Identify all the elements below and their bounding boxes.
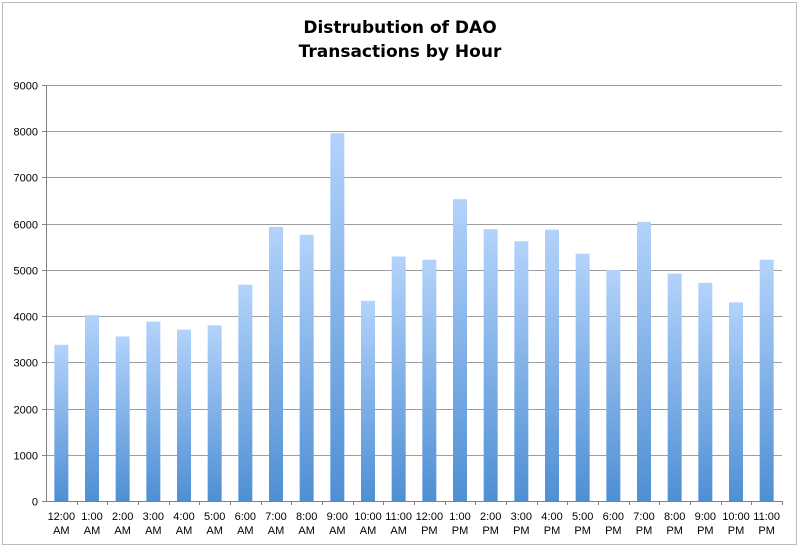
x-tick-label-ampm: PM [482,525,499,537]
x-tick-label-ampm: PM [666,525,683,537]
y-tick-label: 2000 [14,405,38,417]
x-tick-label-time: 7:00 [265,511,286,523]
bar [483,229,498,502]
x-tick-label-ampm: PM [513,525,530,537]
bar [729,302,743,501]
bar [514,241,529,501]
bar [545,229,559,502]
x-tick-label-ampm: PM [574,525,591,537]
x-tick-label-ampm: AM [237,525,254,537]
x-tick-label-ampm: AM [206,525,223,537]
bar [54,344,69,501]
x-tick-label-time: 11:00 [753,511,780,523]
x-tick-label-time: 2:00 [480,511,501,523]
y-tick-label: 4000 [14,312,38,324]
chart-title-line-2: Transactions by Hour [298,42,502,62]
x-tick-label-time: 3:00 [511,511,532,523]
x-tick-label-ampm: PM [636,525,653,537]
y-tick-label: 0 [32,497,38,509]
x-tick-label-time: 1:00 [81,511,102,523]
y-tick-label: 5000 [14,266,38,278]
x-tick-label-time: 12:00 [416,511,444,523]
x-tick-label-ampm: AM [268,525,285,537]
bar [391,256,406,501]
y-tick-label: 3000 [14,358,38,370]
x-tick-label-ampm: PM [421,525,438,537]
bar [361,300,375,501]
x-tick-label-ampm: AM [53,525,70,537]
x-tick-label-time: 5:00 [572,511,593,523]
x-tick-label-ampm: AM [176,525,193,537]
y-tick-label: 1000 [14,451,38,463]
x-tick-label-ampm: PM [605,525,622,537]
bar [269,226,283,501]
bar [177,329,191,501]
y-axis-ticks: 0 1000 2000 3000 4000 5000 6000 7000 8000 9000 [14,81,46,509]
gridlines [46,85,782,456]
bar [85,315,99,501]
bars [54,133,774,502]
x-tick-label-ampm: PM [544,525,561,537]
x-tick-label-time: 7:00 [633,511,654,523]
bar [637,221,651,501]
x-tick-label-ampm: PM [758,525,775,537]
x-tick-label-ampm: AM [298,525,315,537]
bar [115,336,130,501]
x-axis-ticks: 12:00 AM 1:00 AM 2:00 AM 3:00 AM 4:00 AM 5:00 AM 6:0… [48,501,783,537]
bar [698,282,713,501]
x-tick-label-time: 12:00 [48,511,76,523]
x-tick-label-time: 4:00 [173,511,194,523]
bar [759,259,774,501]
x-tick-label-ampm: PM [452,525,469,537]
x-tick-label-ampm: AM [84,525,101,537]
x-tick-label-time: 4:00 [541,511,562,523]
axes [46,85,782,502]
bar [207,325,222,501]
x-tick-label-ampm: PM [697,525,714,537]
bar [146,321,161,501]
x-tick-label-time: 8:00 [664,511,685,523]
bar [299,234,314,501]
x-tick-label-time: 10:00 [354,511,382,523]
y-tick-label: 6000 [14,220,38,232]
bar [422,259,437,501]
chart-title: Distrubution of DAO Transactions by Hour [0,16,800,64]
y-tick-label: 7000 [14,173,38,185]
chart-title-line-1: Distrubution of DAO [303,18,497,38]
x-tick-label-time: 1:00 [449,511,470,523]
bar [330,133,345,501]
x-tick-label-ampm: PM [728,525,745,537]
bar [453,199,467,501]
bar [667,273,682,501]
y-tick-label: 8000 [14,127,38,139]
x-tick-label-time: 9:00 [327,511,348,523]
x-tick-label-time: 5:00 [204,511,225,523]
x-tick-label-time: 10:00 [722,511,750,523]
y-tick-label: 9000 [14,81,38,93]
x-tick-label-ampm: AM [114,525,131,537]
x-tick-label-ampm: AM [390,525,407,537]
bar [606,269,621,501]
x-tick-label-time: 6:00 [235,511,256,523]
x-tick-label-time: 6:00 [603,511,624,523]
bar [238,284,253,501]
x-tick-label-ampm: AM [360,525,377,537]
x-tick-label-time: 2:00 [112,511,133,523]
x-tick-label-ampm: AM [145,525,162,537]
x-tick-label-time: 9:00 [695,511,716,523]
bar [575,253,590,501]
x-tick-label-time: 11:00 [385,511,412,523]
x-tick-label-time: 3:00 [143,511,164,523]
x-tick-label-ampm: AM [329,525,346,537]
x-tick-label-time: 8:00 [296,511,317,523]
